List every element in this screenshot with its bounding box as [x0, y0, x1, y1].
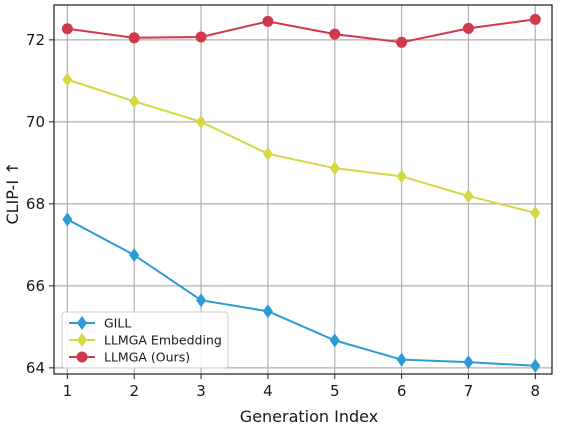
- data-point-llmga-embedding: [62, 72, 73, 87]
- x-tick-label: 1: [63, 382, 73, 400]
- data-point-llmga-ours: [529, 13, 541, 25]
- x-tick-label: 7: [464, 382, 474, 400]
- data-point-gill: [129, 248, 140, 263]
- legend-item-gill: GILL: [69, 316, 131, 331]
- y-tick-label: 68: [26, 195, 45, 213]
- legend-label: GILL: [104, 316, 131, 331]
- legend-item-llmga-ours: LLMGA (Ours): [69, 350, 190, 365]
- data-point-gill: [62, 212, 73, 227]
- data-point-gill: [530, 358, 541, 373]
- series-llmga-embedding: [62, 72, 541, 220]
- data-point-llmga-ours: [195, 31, 207, 43]
- series-gill: [62, 212, 541, 373]
- x-tick-label: 5: [330, 382, 340, 400]
- x-tick-label: 8: [531, 382, 541, 400]
- series-llmga-ours: [61, 13, 541, 48]
- data-point-gill: [463, 355, 474, 370]
- legend-swatch-marker: [76, 351, 88, 363]
- data-point-llmga-embedding: [463, 189, 474, 204]
- data-point-llmga-embedding: [196, 114, 207, 129]
- data-point-llmga-embedding: [329, 161, 340, 176]
- y-tick-label: 66: [26, 277, 45, 295]
- series-line-llmga-embedding: [67, 78, 536, 214]
- data-point-llmga-embedding: [530, 205, 541, 220]
- legend-swatch-marker: [77, 333, 87, 347]
- plot-frame: [53, 4, 553, 375]
- x-tick-label: 4: [263, 382, 273, 400]
- y-tick-label: 64: [26, 359, 45, 377]
- data-point-llmga-ours: [262, 15, 274, 27]
- data-point-llmga-embedding: [262, 146, 273, 161]
- legend: GILL LLMGA Embedding LLMGA (Ours): [61, 311, 229, 369]
- x-tick-label: 3: [196, 382, 206, 400]
- data-point-llmga-ours: [396, 36, 408, 48]
- legend-swatch-marker: [77, 316, 87, 330]
- legend-label: LLMGA Embedding: [104, 333, 222, 348]
- y-axis-label: CLIP-I ↑: [3, 161, 22, 224]
- data-point-gill: [196, 293, 207, 308]
- series-line-llmga-ours: [67, 18, 536, 44]
- series-layer: [61, 13, 541, 373]
- data-point-gill: [329, 333, 340, 348]
- data-point-llmga-ours: [128, 32, 140, 44]
- x-axis-label: Generation Index: [240, 407, 378, 426]
- legend-box: [61, 311, 229, 369]
- axes: 1 2 3 4 5 6 7 8 64 66 68 70 72: [26, 4, 553, 400]
- y-tick-label: 72: [26, 31, 45, 49]
- legend-item-llmga-embedding: LLMGA Embedding: [69, 333, 222, 348]
- data-point-llmga-embedding: [396, 169, 407, 184]
- legend-label: LLMGA (Ours): [104, 350, 190, 365]
- series-line-gill: [66, 218, 536, 367]
- data-point-llmga-embedding: [129, 94, 140, 109]
- x-tick-label: 2: [129, 382, 139, 400]
- data-point-llmga-ours: [329, 28, 341, 40]
- data-point-gill: [262, 304, 273, 319]
- data-point-gill: [396, 352, 407, 367]
- data-point-llmga-ours: [462, 22, 474, 34]
- y-tick-label: 70: [26, 113, 45, 131]
- data-point-llmga-ours: [61, 23, 73, 35]
- x-tick-label: 6: [397, 382, 407, 400]
